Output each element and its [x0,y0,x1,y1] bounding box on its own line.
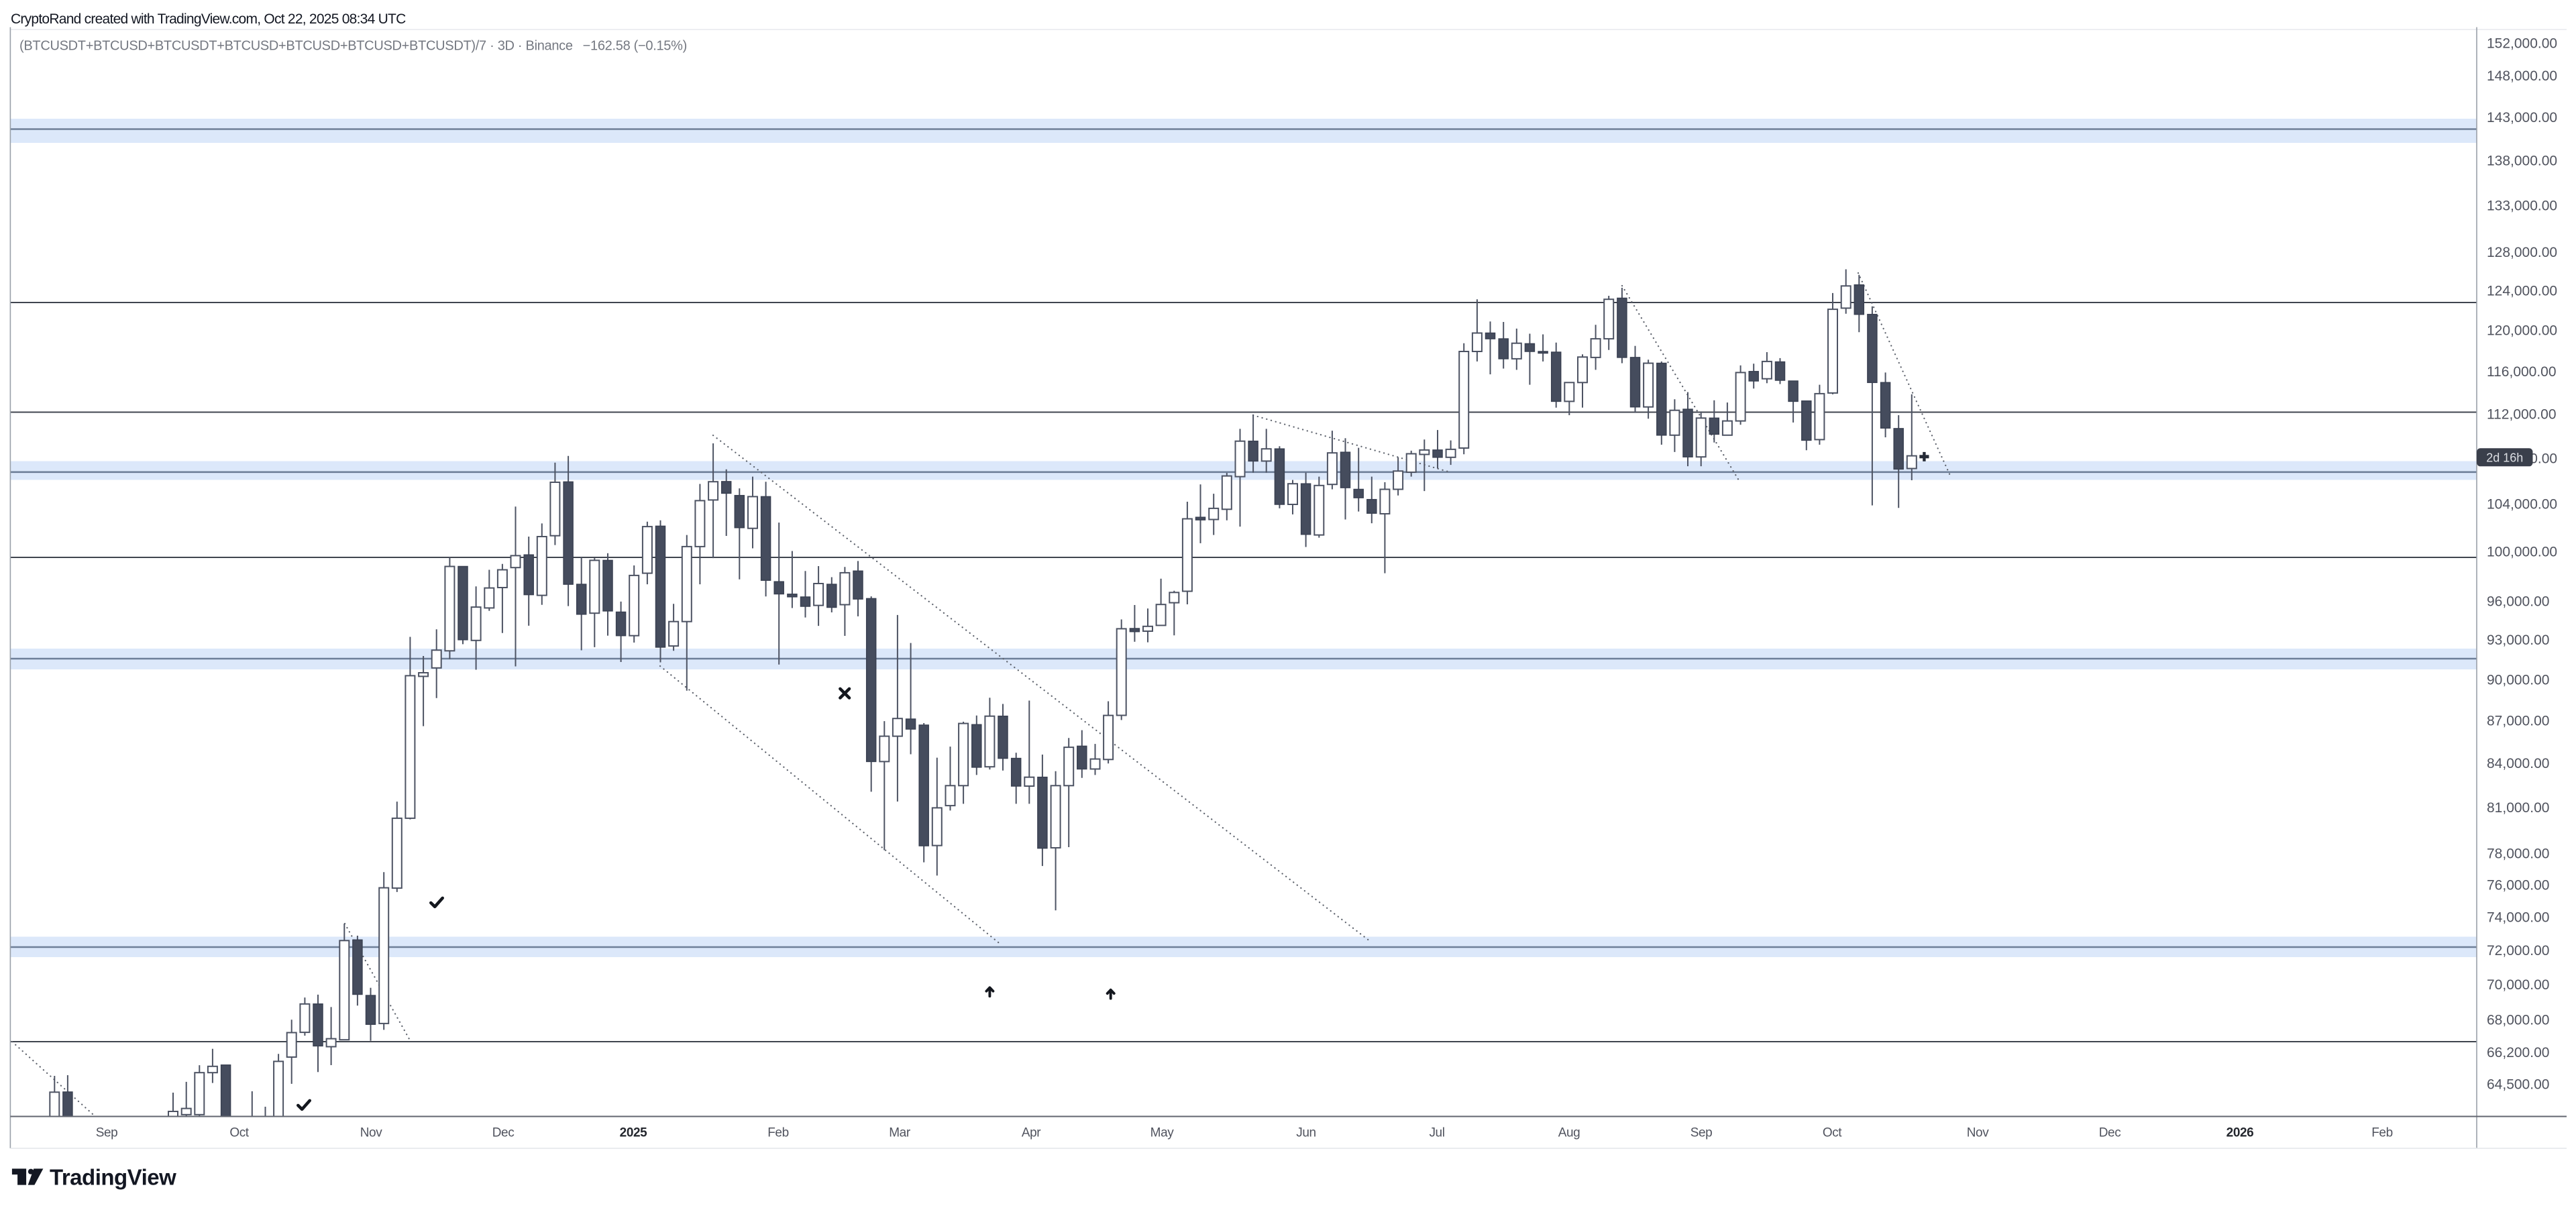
svg-text:138,000.00: 138,000.00 [2487,154,2557,169]
svg-text:2d 16h: 2d 16h [2486,451,2523,464]
svg-text:64,500.00: 64,500.00 [2487,1077,2549,1092]
svg-text:152,000.00: 152,000.00 [2487,36,2557,52]
svg-text:CryptoRand created with Tradin: CryptoRand created with TradingView.com,… [11,11,406,27]
svg-text:96,000.00: 96,000.00 [2487,594,2549,610]
svg-text:148,000.00: 148,000.00 [2487,68,2557,84]
svg-text:Feb: Feb [767,1126,789,1140]
svg-text:Jul: Jul [1429,1126,1444,1140]
svg-text:Sep: Sep [1690,1126,1713,1140]
svg-text:120,000.00: 120,000.00 [2487,323,2557,339]
svg-text:116,000.00: 116,000.00 [2487,364,2557,380]
svg-text:Mar: Mar [889,1126,911,1140]
svg-text:May: May [1150,1126,1175,1140]
svg-text:70,000.00: 70,000.00 [2487,977,2549,993]
svg-text:112,000.00: 112,000.00 [2487,407,2557,423]
svg-text:Oct: Oct [1823,1126,1842,1140]
svg-text:Jun: Jun [1296,1126,1316,1140]
svg-text:Oct: Oct [229,1126,249,1140]
svg-text:2026: 2026 [2226,1126,2254,1140]
svg-text:78,000.00: 78,000.00 [2487,846,2549,861]
svg-text:76,000.00: 76,000.00 [2487,877,2549,893]
svg-text:66,200.00: 66,200.00 [2487,1045,2549,1060]
svg-text:Dec: Dec [2099,1126,2121,1140]
svg-text:Aug: Aug [1558,1126,1580,1140]
svg-text:74,000.00: 74,000.00 [2487,910,2549,926]
svg-text:93,000.00: 93,000.00 [2487,633,2549,648]
svg-text:72,000.00: 72,000.00 [2487,943,2549,958]
svg-text:68,000.00: 68,000.00 [2487,1013,2549,1028]
svg-text:133,000.00: 133,000.00 [2487,198,2557,213]
svg-text:87,000.00: 87,000.00 [2487,714,2549,729]
svg-text:100,000.00: 100,000.00 [2487,545,2557,560]
svg-text:128,000.00: 128,000.00 [2487,245,2557,260]
svg-text:2025: 2025 [620,1126,648,1140]
svg-text:124,000.00: 124,000.00 [2487,283,2557,298]
svg-text:Apr: Apr [1022,1126,1041,1140]
svg-text:104,000.00: 104,000.00 [2487,497,2557,512]
svg-text:Nov: Nov [360,1126,382,1140]
svg-text:Feb: Feb [2371,1126,2393,1140]
svg-text:Dec: Dec [492,1126,515,1140]
svg-text:90,000.00: 90,000.00 [2487,672,2549,688]
svg-text:(BTCUSDT+BTCUSD+BTCUSDT+BTCUSD: (BTCUSDT+BTCUSD+BTCUSDT+BTCUSD+BTCUSD+BT… [19,39,687,54]
svg-text:81,000.00: 81,000.00 [2487,800,2549,816]
svg-text:TradingView: TradingView [50,1165,176,1190]
svg-text:84,000.00: 84,000.00 [2487,756,2549,771]
svg-text:Nov: Nov [1967,1126,1989,1140]
svg-text:143,000.00: 143,000.00 [2487,110,2557,125]
svg-text:Sep: Sep [96,1126,118,1140]
